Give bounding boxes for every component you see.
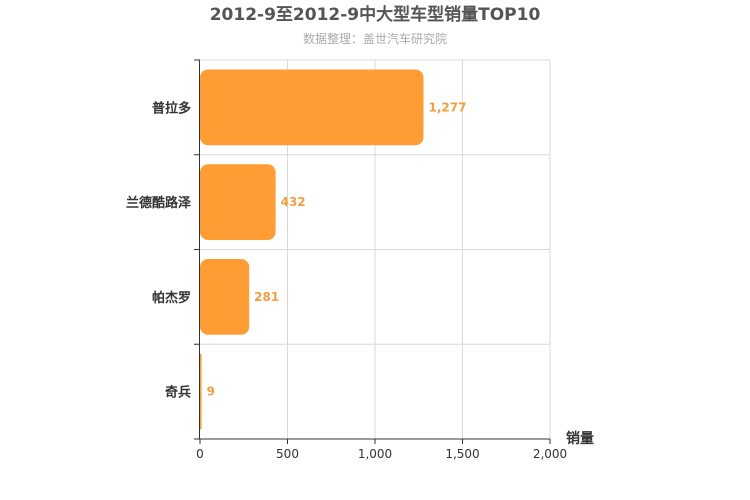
chart-subtitle: 数据整理：盖世汽车研究院	[303, 31, 447, 46]
x-tick-label: 0	[196, 447, 204, 461]
data-label: 1,277	[428, 100, 466, 114]
bars: 1,277 432 281 9	[200, 69, 466, 430]
data-label: 432	[281, 195, 306, 209]
x-axis-title: 销量	[566, 430, 594, 447]
x-tick-label: 2,000	[533, 447, 567, 461]
category-label: 帕杰罗	[152, 290, 191, 306]
data-label: 9	[207, 385, 215, 399]
x-tick-label: 500	[276, 447, 299, 461]
x-tick-label: 1,000	[358, 447, 392, 461]
category-label: 奇兵	[165, 385, 191, 401]
category-label: 兰德酷路泽	[126, 195, 192, 211]
bar	[200, 353, 202, 430]
chart-title: 2012-9至2012-9中大型车型销量TOP10	[210, 4, 541, 25]
category-label: 普拉多	[152, 100, 191, 116]
data-label: 281	[254, 290, 279, 304]
x-tick-label: 1,500	[445, 447, 479, 461]
bar	[200, 164, 276, 241]
bar	[200, 69, 424, 146]
bar	[200, 258, 250, 335]
